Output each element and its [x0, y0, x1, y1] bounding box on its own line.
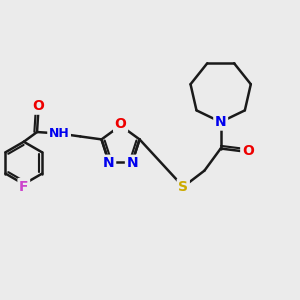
- Text: O: O: [242, 145, 254, 158]
- Text: NH: NH: [49, 127, 70, 140]
- Text: F: F: [19, 179, 28, 194]
- Text: O: O: [33, 99, 44, 113]
- Text: N: N: [103, 156, 115, 170]
- Text: O: O: [115, 117, 127, 131]
- Text: S: S: [178, 180, 188, 194]
- Text: N: N: [215, 115, 226, 129]
- Text: N: N: [127, 156, 138, 170]
